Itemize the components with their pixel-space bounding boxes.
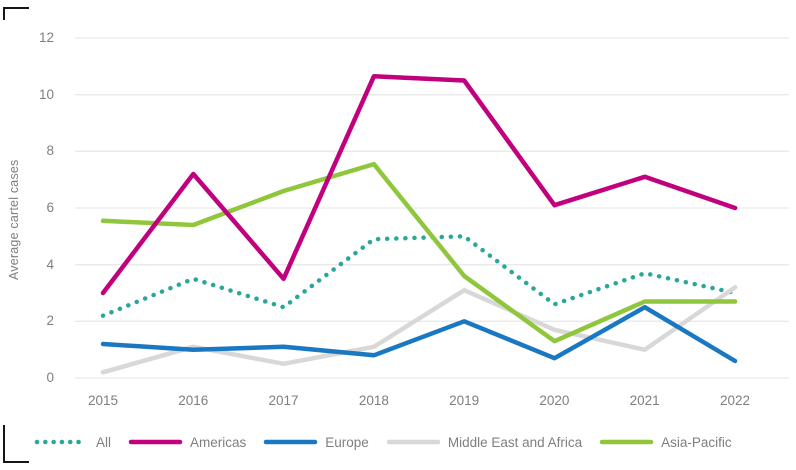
border-corner-bottom-left-horizontal: [3, 461, 29, 463]
legend-dotted-line-icon: [34, 439, 89, 445]
x-axis-tick-labels: 2015 2016 2017 2018 2019 2020 2021 2022: [58, 393, 780, 411]
legend-item-middle-east-and-africa: Middle East and Africa: [386, 435, 582, 450]
legend-item-americas: Americas: [128, 435, 246, 450]
legend-line-icon: [599, 439, 654, 445]
legend-line-icon: [128, 439, 183, 445]
series-line-middle-east-and-africa: [100, 285, 738, 375]
legend-line-icon: [386, 439, 441, 445]
legend-item-europe: Europe: [263, 435, 369, 450]
y-axis-tick-labels: 12 10 8 6 4 2 0: [24, 29, 54, 387]
series-line-americas: [100, 74, 738, 296]
legend-label: Asia-Pacific: [661, 434, 732, 450]
border-corner-top-left-horizontal: [3, 7, 29, 9]
x-tick-label: 2018: [358, 393, 389, 408]
border-corner-bottom-left-vertical: [3, 425, 5, 463]
x-tick-label: 2022: [719, 393, 750, 408]
y-tick-label: 2: [46, 313, 54, 329]
series-line-europe: [100, 304, 738, 364]
x-tick-label: 2021: [629, 393, 660, 408]
legend-label: All: [96, 434, 112, 450]
legend-line-icon: [264, 439, 318, 445]
border-corner-top-left-vertical: [3, 7, 5, 20]
y-tick-label: 6: [46, 199, 54, 215]
x-tick-label: 2017: [268, 393, 299, 408]
x-tick-label: 2020: [539, 393, 570, 408]
legend-label: Europe: [325, 434, 369, 450]
y-axis-title: Average cartel cases: [7, 159, 21, 281]
x-tick-label: 2015: [87, 393, 119, 408]
y-tick-label: 4: [46, 256, 54, 272]
legend-label: Americas: [190, 434, 247, 450]
series-line-asia-pacific: [100, 161, 738, 344]
y-tick-label: 12: [38, 30, 54, 45]
x-tick-label: 2016: [178, 393, 209, 408]
legend-item-asia-pacific: Asia-Pacific: [599, 435, 732, 450]
y-tick-label: 8: [46, 143, 54, 159]
legend-label: Middle East and Africa: [447, 434, 583, 450]
x-tick-label: 2019: [449, 393, 480, 408]
chart-legend: All Americas Europe Middle East and Afri…: [34, 433, 749, 451]
legend-item-all: All: [34, 435, 111, 450]
y-tick-label: 0: [46, 369, 54, 385]
y-tick-label: 10: [38, 86, 54, 102]
